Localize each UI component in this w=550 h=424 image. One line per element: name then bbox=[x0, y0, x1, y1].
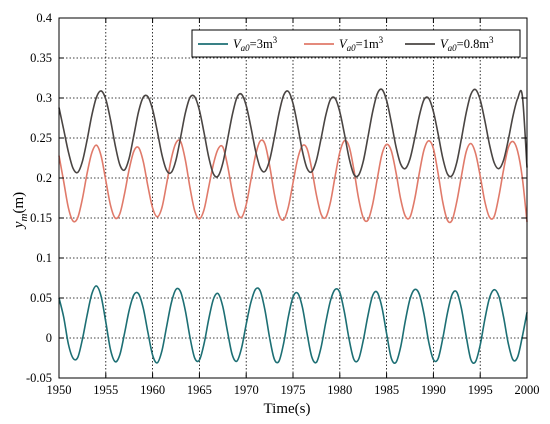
y-tick-label: 0.2 bbox=[36, 171, 52, 185]
legend-entry-series-1: Va0=3m3 bbox=[198, 35, 278, 53]
legend-label-series-2-rest: =1m bbox=[356, 37, 379, 51]
legend-label-series-3-rest: =0.8m bbox=[457, 37, 490, 51]
series-line-2 bbox=[58, 139, 528, 224]
y-axis-label: ym(m) bbox=[11, 192, 30, 230]
legend-label-series-3-sub: a0 bbox=[448, 43, 458, 53]
y-tick-label: 0.15 bbox=[30, 211, 52, 225]
y-axis-label-unit: (m) bbox=[11, 192, 27, 214]
x-tick-label: 2000 bbox=[515, 383, 540, 397]
y-tick-label: -0.05 bbox=[26, 371, 52, 385]
legend-entry-series-3: Va0=0.8m3 bbox=[405, 35, 494, 53]
legend-label-series-1: Va0=3m3 bbox=[233, 35, 278, 53]
y-tick-label: 0.05 bbox=[30, 291, 52, 305]
legend-label-series-2-main: V bbox=[339, 37, 348, 51]
x-tick-label: 1975 bbox=[281, 383, 306, 397]
legend-label-series-3-sup: 3 bbox=[489, 35, 494, 45]
x-tick-label: 1950 bbox=[47, 383, 72, 397]
grid-lines bbox=[59, 18, 527, 378]
legend-entry-series-2: Va0=1m3 bbox=[304, 35, 384, 53]
axis-ticks bbox=[58, 17, 528, 379]
y-tick-label: 0.25 bbox=[30, 131, 52, 145]
x-tick-label: 1995 bbox=[468, 383, 493, 397]
y-tick-label: 0 bbox=[46, 331, 52, 345]
y-tick-label: 0.4 bbox=[36, 11, 52, 25]
legend-label-series-2-sup: 3 bbox=[379, 35, 384, 45]
y-tick-labels: -0.05 0 0.05 0.1 0.15 0.2 0.25 0.3 0.35 0.4 bbox=[26, 11, 53, 385]
legend-label-series-2-sub: a0 bbox=[347, 43, 357, 53]
x-tick-label: 1985 bbox=[374, 383, 399, 397]
legend: Va0=3m3 Va0=1m3 Va0=0.8m3 bbox=[191, 29, 521, 58]
legend-label-series-1-sup: 3 bbox=[273, 35, 278, 45]
legend-label-series-1-main: V bbox=[233, 37, 242, 51]
x-tick-label: 1990 bbox=[421, 383, 446, 397]
legend-label-series-1-rest: =3m bbox=[250, 37, 273, 51]
x-tick-label: 1970 bbox=[234, 383, 259, 397]
y-tick-label: 0.3 bbox=[36, 91, 52, 105]
legend-box bbox=[191, 29, 521, 58]
x-tick-label: 1980 bbox=[327, 383, 352, 397]
legend-label-series-2: Va0=1m3 bbox=[339, 35, 384, 53]
legend-label-series-3: Va0=0.8m3 bbox=[440, 35, 494, 53]
legend-label-series-1-sub: a0 bbox=[241, 43, 251, 53]
x-axis-label: Time(s) bbox=[264, 401, 311, 417]
x-tick-labels: 1950 1955 1960 1965 1970 1975 1980 1985 1990 1995… bbox=[47, 383, 540, 397]
x-tick-label: 1965 bbox=[187, 383, 212, 397]
y-tick-label: 0.1 bbox=[36, 251, 52, 265]
series-line-1 bbox=[58, 285, 528, 364]
y-tick-label: 0.35 bbox=[30, 51, 52, 65]
y-axis-label-main: y bbox=[11, 221, 27, 230]
x-tick-label: 1960 bbox=[140, 383, 165, 397]
series-lines bbox=[58, 88, 528, 364]
x-tick-label: 1955 bbox=[93, 383, 118, 397]
y-axis-label-sub: m bbox=[18, 213, 30, 221]
series-line-3 bbox=[58, 88, 528, 178]
legend-label-series-3-main: V bbox=[440, 37, 449, 51]
